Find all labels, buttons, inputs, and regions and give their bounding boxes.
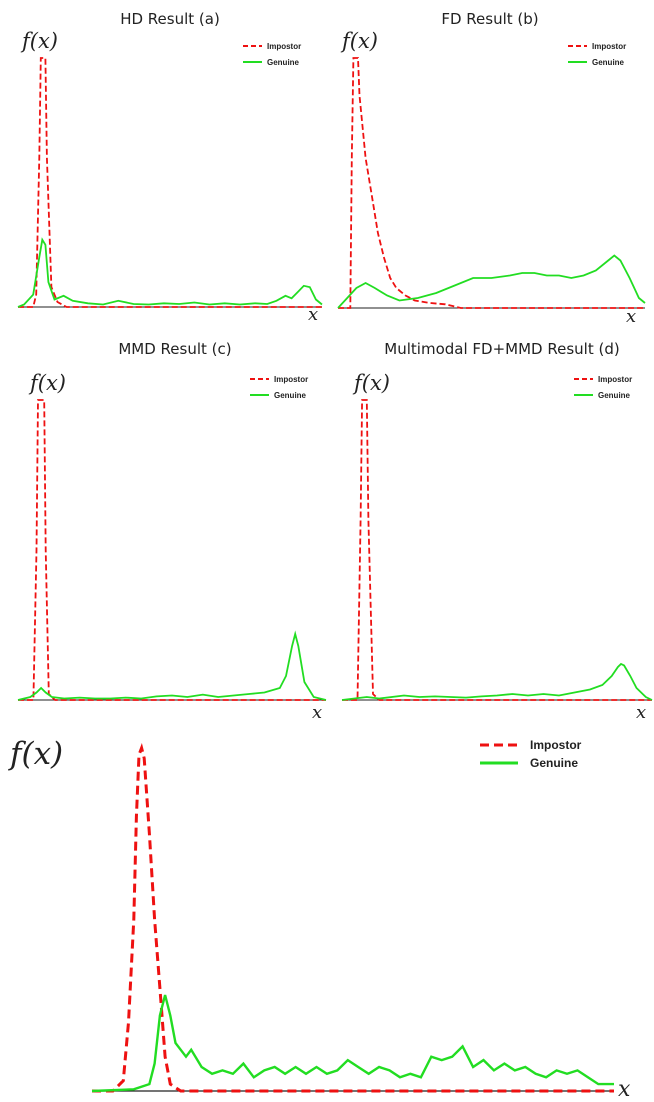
panel-e-xlabel: x [618,1077,631,1102]
panel-b-genuine-line [337,254,646,309]
panel-c-impostor-line [18,399,326,701]
panel-d-title: Multimodal FD+MMD Result (d) [384,340,619,358]
panel-c-title: MMD Result (c) [118,340,231,358]
panel-b-ylabel: f(x) [340,29,378,53]
panel-e-ylabel: f(x) [8,736,63,772]
panel-d-ylabel: f(x) [352,371,390,395]
panel-c-legend-genuine-label: Genuine [274,391,307,400]
panel-d-impostor-line [342,399,652,701]
panel-d-xlabel: x [636,702,646,723]
panel-a-xlabel: x [308,304,318,325]
panel-a-ylabel: f(x) [20,29,58,53]
panel-a-title: HD Result (a) [120,10,220,28]
panel-c-legend-impostor-label: Impostor [274,375,308,384]
panel-b: FD Result (b) f(x) x Impostor Genuine [337,10,646,327]
panel-c-xlabel: x [312,702,322,723]
panel-b-legend-genuine-label: Genuine [592,58,625,67]
panel-a: HD Result (a) f(x) x Impostor Genuine [17,10,323,325]
panel-b-impostor-line [338,57,645,309]
panel-a-impostor-line [18,57,322,308]
panel-d: Multimodal FD+MMD Result (d) f(x) x Impo… [341,340,653,723]
panel-d-genuine-line [341,662,653,701]
panel-b-title: FD Result (b) [441,10,538,28]
panel-a-legend-genuine-label: Genuine [267,58,300,67]
panel-e-genuine-line [91,994,614,1093]
panel-e-impostor-line [92,742,614,1093]
panel-e-legend-impostor-label: Impostor [530,738,582,752]
panel-b-legend-impostor-label: Impostor [592,42,626,51]
panel-c: MMD Result (c) f(x) x Impostor Genuine [17,340,327,723]
panel-c-ylabel: f(x) [28,371,66,395]
panel-c-genuine-line [17,630,327,701]
panel-e-legend-genuine-label: Genuine [530,756,578,770]
panel-d-legend-impostor-label: Impostor [598,375,632,384]
panel-e: f(x) x Impostor Genuine [8,736,631,1102]
panel-a-genuine-line [17,237,323,308]
panel-d-legend-genuine-label: Genuine [598,391,631,400]
panel-b-xlabel: x [626,306,636,327]
panel-a-legend-impostor-label: Impostor [267,42,301,51]
